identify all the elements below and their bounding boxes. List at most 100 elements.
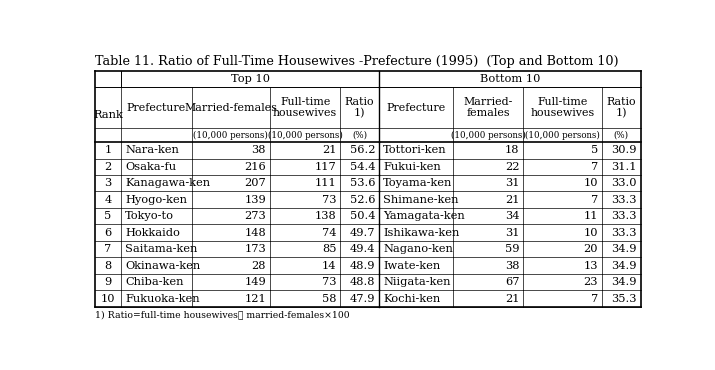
Text: 9: 9	[104, 277, 112, 287]
Text: Bottom 10: Bottom 10	[480, 74, 540, 84]
Text: Toyama-ken: Toyama-ken	[383, 178, 453, 188]
Text: 139: 139	[245, 195, 266, 205]
Text: Rank: Rank	[93, 110, 123, 120]
Text: (10,000 persons): (10,000 persons)	[526, 131, 600, 140]
Text: 58: 58	[322, 293, 336, 303]
Text: 50.4: 50.4	[350, 211, 375, 221]
Text: Prefecture: Prefecture	[127, 103, 186, 113]
Text: 7: 7	[104, 244, 112, 254]
Text: Full-time
housewives: Full-time housewives	[273, 97, 337, 118]
Text: Tottori-ken: Tottori-ken	[383, 145, 447, 155]
Text: 273: 273	[245, 211, 266, 221]
Text: 149: 149	[245, 277, 266, 287]
Text: 2: 2	[104, 162, 112, 172]
Text: 7: 7	[591, 293, 598, 303]
Text: 34.9: 34.9	[611, 244, 637, 254]
Text: 5: 5	[104, 211, 112, 221]
Text: 33.3: 33.3	[611, 211, 637, 221]
Text: 10: 10	[583, 178, 598, 188]
Text: 173: 173	[245, 244, 266, 254]
Text: 48.8: 48.8	[350, 277, 375, 287]
Text: Nagano-ken: Nagano-ken	[383, 244, 453, 254]
Text: Tokyo-to: Tokyo-to	[125, 211, 174, 221]
Text: 6: 6	[104, 228, 112, 238]
Text: Iwate-ken: Iwate-ken	[383, 260, 440, 270]
Text: Fukuoka-ken: Fukuoka-ken	[125, 293, 199, 303]
Text: 148: 148	[245, 228, 266, 238]
Text: 35.3: 35.3	[611, 293, 637, 303]
Text: 10: 10	[101, 293, 115, 303]
Text: 33.3: 33.3	[611, 228, 637, 238]
Text: Married-
females: Married- females	[463, 97, 513, 118]
Text: 1) Ratio=full-time housewives／ married-females×100: 1) Ratio=full-time housewives／ married-f…	[95, 310, 350, 319]
Text: 33.3: 33.3	[611, 195, 637, 205]
Text: 34: 34	[505, 211, 520, 221]
Text: 207: 207	[245, 178, 266, 188]
Text: Chiba-ken: Chiba-ken	[125, 277, 184, 287]
Text: (10,000 persons): (10,000 persons)	[193, 131, 268, 140]
Text: 3: 3	[104, 178, 112, 188]
Text: 10: 10	[583, 228, 598, 238]
Text: Hokkaido: Hokkaido	[125, 228, 180, 238]
Text: (10,000 persons): (10,000 persons)	[267, 131, 342, 140]
Text: 5: 5	[591, 145, 598, 155]
Text: 49.7: 49.7	[350, 228, 375, 238]
Text: Saitama-ken: Saitama-ken	[125, 244, 197, 254]
Text: 18: 18	[505, 145, 520, 155]
Text: Table 11. Ratio of Full-Time Housewives -Prefecture (1995)  (Top and Bottom 10): Table 11. Ratio of Full-Time Housewives …	[95, 55, 618, 68]
Text: Married-females: Married-females	[184, 103, 277, 113]
Text: Prefecture: Prefecture	[387, 103, 445, 113]
Text: Kochi-ken: Kochi-ken	[383, 293, 440, 303]
Text: 34.9: 34.9	[611, 260, 637, 270]
Text: 56.2: 56.2	[350, 145, 375, 155]
Text: 49.4: 49.4	[350, 244, 375, 254]
Text: Kanagawa-ken: Kanagawa-ken	[125, 178, 210, 188]
Text: 67: 67	[505, 277, 520, 287]
Text: 53.6: 53.6	[350, 178, 375, 188]
Text: 52.6: 52.6	[350, 195, 375, 205]
Text: 38: 38	[252, 145, 266, 155]
Text: Top 10: Top 10	[231, 74, 270, 84]
Text: 117: 117	[315, 162, 336, 172]
Text: Ratio
1): Ratio 1)	[606, 97, 636, 119]
Text: 121: 121	[245, 293, 266, 303]
Text: 138: 138	[315, 211, 336, 221]
Text: 38: 38	[505, 260, 520, 270]
Text: 11: 11	[583, 211, 598, 221]
Text: 33.0: 33.0	[611, 178, 637, 188]
Text: 7: 7	[591, 195, 598, 205]
Text: Osaka-fu: Osaka-fu	[125, 162, 177, 172]
Text: Nara-ken: Nara-ken	[125, 145, 179, 155]
Text: 31: 31	[505, 228, 520, 238]
Text: 73: 73	[322, 277, 336, 287]
Text: 14: 14	[322, 260, 336, 270]
Text: 216: 216	[245, 162, 266, 172]
Text: (%): (%)	[613, 131, 629, 140]
Text: Okinawa-ken: Okinawa-ken	[125, 260, 200, 270]
Text: 28: 28	[252, 260, 266, 270]
Text: 111: 111	[315, 178, 336, 188]
Text: 21: 21	[322, 145, 336, 155]
Text: 8: 8	[104, 260, 112, 270]
Text: Fukui-ken: Fukui-ken	[383, 162, 440, 172]
Text: 47.9: 47.9	[350, 293, 375, 303]
Text: 31.1: 31.1	[611, 162, 637, 172]
Text: Shimane-ken: Shimane-ken	[383, 195, 458, 205]
Text: Full-time
housewives: Full-time housewives	[531, 97, 595, 118]
Text: Ratio
1): Ratio 1)	[345, 97, 375, 119]
Text: 73: 73	[322, 195, 336, 205]
Text: 21: 21	[505, 195, 520, 205]
Text: 30.9: 30.9	[611, 145, 637, 155]
Text: 48.9: 48.9	[350, 260, 375, 270]
Text: (%): (%)	[352, 131, 368, 140]
Text: Niigata-ken: Niigata-ken	[383, 277, 450, 287]
Text: 4: 4	[104, 195, 112, 205]
Text: 7: 7	[591, 162, 598, 172]
Text: Ishikawa-ken: Ishikawa-ken	[383, 228, 459, 238]
Text: 1: 1	[104, 145, 112, 155]
Text: 85: 85	[322, 244, 336, 254]
Text: 34.9: 34.9	[611, 277, 637, 287]
Text: Hyogo-ken: Hyogo-ken	[125, 195, 187, 205]
Text: 54.4: 54.4	[350, 162, 375, 172]
Text: (10,000 persons): (10,000 persons)	[451, 131, 526, 140]
